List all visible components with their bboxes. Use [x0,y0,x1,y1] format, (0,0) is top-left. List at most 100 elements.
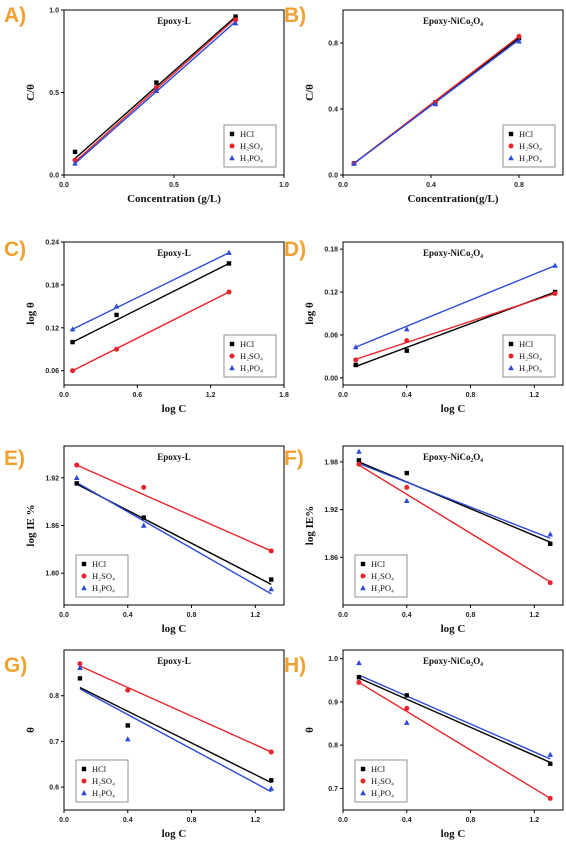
data-point [403,326,410,332]
x-tick-label: 1.0 [279,182,289,189]
legend-label: H₂SO₄ [519,351,542,361]
legend-label: H₂SO₄ [371,776,394,786]
plot-frame [63,241,285,386]
data-point [356,659,362,666]
y-tick-label: 1.86 [324,555,338,562]
data-point [72,160,78,166]
fit-line [358,677,551,764]
x-tick-label: 0.4 [426,182,436,189]
data-point [404,484,410,490]
y-tick-label: 0.18 [324,247,338,254]
data-point [552,290,558,296]
panel-label: D) [284,238,306,261]
data-point [125,723,130,728]
fit-line [355,264,556,348]
fit-line [72,262,230,343]
data-point [403,497,410,504]
data-point [226,249,232,255]
chart-title: Epoxy-L [157,656,191,666]
legend-label: H₂SO₄ [519,141,542,151]
data-point [113,303,120,309]
data-point [548,541,553,546]
y-tick-label: 1.86 [45,523,59,530]
data-point [226,289,232,295]
x-tick-label: 0.6 [132,392,142,399]
y-tick-label: 0.8 [328,743,338,750]
legend-label: H₃PO₄ [519,153,542,163]
legend-marker [229,155,235,161]
fit-line [358,674,551,760]
legend: HCl H₂SO₄ H₃PO₄ [354,554,408,598]
data-point [226,261,232,266]
legend-marker [229,341,235,347]
legend-label: H₃PO₄ [92,583,115,593]
data-point [404,348,409,353]
data-point [114,346,120,352]
y-tick-label: 0.5 [49,90,59,97]
legend-marker [229,143,235,149]
x-tick-label: 0.0 [338,612,348,619]
x-axis-label: log C [441,828,466,840]
chart-title: Epoxy-NiCo₂O₄ [423,452,483,462]
y-tick-label: 0.7 [328,786,338,793]
data-point [356,458,362,463]
x-axis-label: log C [162,403,187,415]
x-axis-label: log C [441,623,466,635]
legend-label: HCl [519,339,534,349]
data-point [351,160,357,166]
legend-label: H₃PO₄ [371,583,394,593]
panel-label: H) [284,654,306,677]
fit-line [79,686,272,784]
data-point [125,687,131,693]
data-point [353,357,359,363]
fit-line [358,462,551,539]
chart-panel: C) Epoxy-L 0.0 0.6 1.2 1.8 0.06 0.12 0.18 0.24 log… [4,238,289,415]
legend-marker [81,573,87,579]
legend: HCl H₂SO₄ H₃PO₄ [502,334,556,378]
chart-title: Epoxy-L [157,248,191,258]
plot-frame [63,649,285,811]
data-point [141,515,146,520]
data-point [547,751,554,757]
chart-panel: F) Epoxy-NiCo₂O₄ 0.0 0.4 0.8 1.2 1.86 1.92 1.98 l… [284,445,564,635]
y-axis-label: θ [25,727,37,733]
legend-label: HCl [92,764,107,774]
legend-marker [81,766,87,772]
data-point [404,705,410,711]
legend-marker [360,561,366,567]
x-tick-label: 1.2 [529,392,539,399]
legend-marker [81,585,87,591]
y-tick-label: 0.0 [328,173,338,180]
y-tick-label: 0.6 [49,785,59,792]
y-axis-label: θ [304,727,316,733]
legend-marker [508,131,514,137]
legend-marker [508,155,514,161]
x-tick-label: 0.8 [466,612,476,619]
fit-line [76,464,272,552]
chart-panel: D) Epoxy-NiCo₂O₄ 0.0 0.4 0.8 1.2 0.00 0.06 0.12 0… [284,238,564,415]
y-tick-label: 0.4 [328,107,338,114]
legend-label: H₂SO₄ [240,141,263,151]
x-tick-label: 0.8 [466,817,476,824]
data-point [74,481,79,486]
y-tick-label: 0.7 [49,739,59,746]
data-point [233,17,239,23]
legend-marker [360,585,366,591]
panel-label: F) [284,447,304,470]
chart-panel: H) Epoxy-NiCo₂O₄ 0.0 0.4 0.8 1.2 0.7 0.8 0.9 1.0 l… [284,649,564,840]
chart-title: Epoxy-NiCo₂O₄ [423,16,483,26]
x-tick-label: 1.8 [279,392,289,399]
data-point [73,474,80,480]
plot-frame [342,649,564,811]
legend-marker [360,778,366,784]
y-tick-label: 1.0 [49,8,59,15]
data-point [153,87,160,94]
data-point [268,586,275,592]
y-axis-label: C/θ [25,84,37,101]
chart-title: Epoxy-NiCo₂O₄ [423,656,483,666]
x-axis-label: Concentration(g/L) [407,193,498,205]
x-tick-label: 1.2 [250,612,260,619]
x-tick-label: 1.2 [250,817,260,824]
fit-line [76,481,272,595]
